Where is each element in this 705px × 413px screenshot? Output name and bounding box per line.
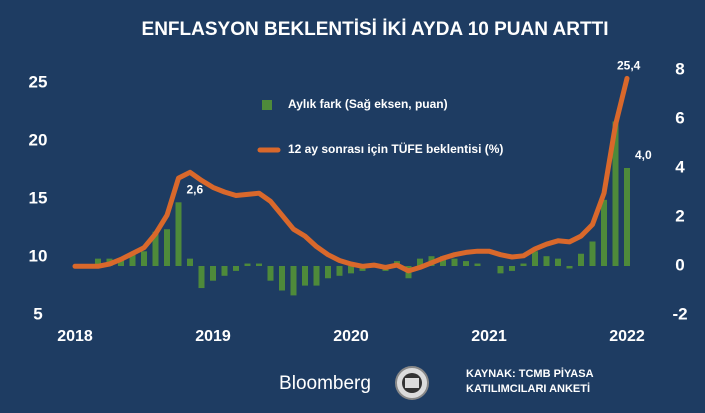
data-label: 4,0: [635, 148, 652, 162]
x-tick-label: 2018: [57, 328, 93, 345]
data-label: 2,6: [187, 182, 204, 196]
bar: [624, 168, 630, 266]
y2-tick-label: 4: [675, 157, 685, 176]
bar: [267, 266, 274, 281]
bar: [578, 253, 584, 266]
bar: [187, 258, 193, 266]
bar: [175, 202, 182, 266]
bar: [612, 121, 619, 266]
bar: [566, 266, 573, 269]
logo: Bloomberg: [279, 373, 371, 394]
bar: [451, 258, 458, 266]
bar: [601, 199, 607, 266]
bar: [244, 263, 251, 266]
bar: [313, 266, 320, 286]
y2-tick-label: 2: [675, 206, 684, 225]
bar: [118, 258, 124, 266]
x-tick-label: 2019: [195, 328, 231, 345]
x-tick-label: 2020: [333, 328, 369, 345]
bar: [233, 266, 239, 271]
chart-title: ENFLASYON BEKLENTİSİ İKİ AYDA 10 PUAN AR…: [142, 19, 609, 40]
bar: [417, 258, 423, 266]
ht-logo: [395, 366, 429, 400]
bar: [210, 266, 216, 281]
bar: [497, 266, 504, 274]
bar: [325, 266, 331, 279]
y-tick-label: 10: [29, 246, 48, 265]
bar: [279, 266, 285, 291]
bar: [221, 266, 228, 276]
y2-tick-label: 8: [675, 59, 684, 78]
bar: [256, 263, 262, 266]
bar: [198, 266, 205, 289]
y2-tick-label: 6: [675, 108, 684, 127]
bar: [129, 253, 136, 266]
bar: [463, 261, 469, 266]
x-tick-label: 2021: [471, 328, 507, 345]
x-tick-label: 2022: [609, 328, 645, 345]
data-label: 25,4: [617, 59, 641, 73]
bar: [164, 229, 170, 266]
source: KAYNAK: TCMB PİYASA: [466, 367, 594, 380]
bar: [290, 266, 297, 296]
y-tick-label: 20: [29, 130, 48, 149]
bar: [336, 266, 343, 276]
bar: [95, 258, 101, 266]
y2-tick-label: 0: [675, 255, 684, 274]
y-tick-label: 15: [29, 188, 48, 207]
legend-label: Aylık fark (Sağ eksen, puan): [288, 97, 448, 111]
bar: [440, 256, 446, 266]
y2-tick-label: -2: [672, 304, 687, 323]
bar: [543, 256, 550, 266]
bar: [152, 231, 159, 266]
bar: [348, 266, 354, 274]
legend-swatch: [262, 100, 272, 110]
bar: [474, 263, 481, 266]
bar: [555, 258, 561, 266]
bar: [520, 263, 527, 266]
y-tick-label: 5: [33, 304, 42, 323]
y-tick-label: 25: [29, 72, 48, 91]
source: KATILIMCILARI ANKETİ: [466, 382, 590, 395]
line: [72, 75, 630, 274]
bar: [302, 266, 308, 286]
legend-label: 12 ay sonrası için TÜFE beklentisi (%): [288, 141, 503, 156]
bar: [589, 241, 596, 266]
bar: [141, 251, 147, 266]
bar: [532, 251, 538, 266]
bar: [509, 266, 515, 271]
